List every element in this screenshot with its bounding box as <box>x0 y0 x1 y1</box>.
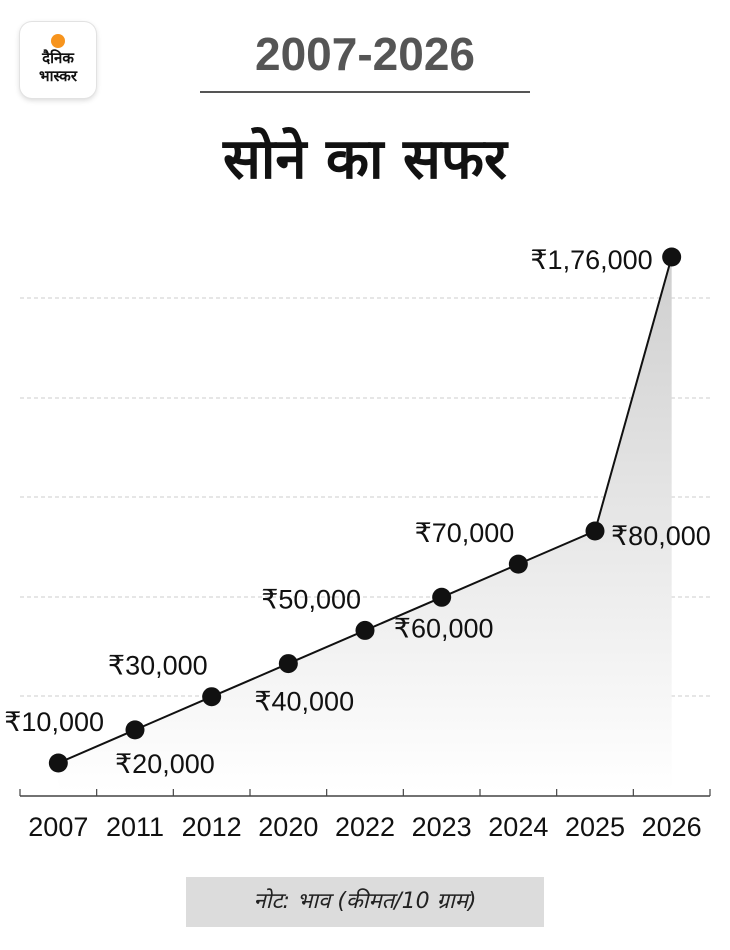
x-tick-label-2025: 2025 <box>565 812 625 842</box>
data-point-2011 <box>125 720 145 740</box>
logo-text-line2: भास्कर <box>39 67 77 85</box>
chart-title: सोने का सफर <box>223 127 507 192</box>
x-tick-label-2020: 2020 <box>258 812 318 842</box>
x-tick-label-2007: 2007 <box>28 812 88 842</box>
data-label-2012: ₹30,000 <box>108 651 208 681</box>
x-tick-labels: 2007 2011 2012 2020 2022 2023 2024 2025 2026 <box>28 812 701 842</box>
data-label-2007: ₹10,000 <box>4 707 104 737</box>
logo-text-line1: दैनिक <box>42 49 74 67</box>
data-point-2012 <box>202 687 222 707</box>
price-note: नोट: भाव (कीमत/10 ग्राम) <box>186 877 544 927</box>
x-tick-label-2024: 2024 <box>488 812 548 842</box>
data-label-2025: ₹80,000 <box>611 521 711 551</box>
data-label-2026: ₹1,76,000 <box>530 245 652 275</box>
data-points <box>48 247 682 773</box>
brand-logo: दैनिक भास्कर <box>20 22 96 98</box>
data-point-2024 <box>508 554 528 574</box>
x-tick-label-2023: 2023 <box>412 812 472 842</box>
data-label-2024: ₹70,000 <box>415 518 515 548</box>
x-tick-label-2012: 2012 <box>182 812 242 842</box>
data-point-2007 <box>48 753 68 773</box>
data-point-2023 <box>432 587 452 607</box>
area-fill-layer <box>58 257 672 792</box>
data-label-2022: ₹50,000 <box>261 584 361 614</box>
data-point-2020 <box>278 654 298 674</box>
data-label-2020: ₹40,000 <box>254 687 354 717</box>
data-point-2025 <box>585 521 605 541</box>
data-point-2022 <box>355 620 375 640</box>
period-heading: 2007-2026 <box>255 28 475 80</box>
x-tick-label-2022: 2022 <box>335 812 395 842</box>
x-axis <box>19 789 711 797</box>
x-tick-label-2026: 2026 <box>642 812 702 842</box>
data-point-2026 <box>662 247 682 267</box>
x-tick-label-2011: 2011 <box>106 812 164 842</box>
logo-sun-icon <box>51 34 65 48</box>
area-fill <box>58 257 672 792</box>
heading-divider <box>200 91 530 93</box>
data-label-2011: ₹20,000 <box>115 749 215 779</box>
data-labels: ₹10,000 ₹20,000 ₹30,000 ₹40,000 ₹50,000 ₹60,0… <box>4 245 711 779</box>
data-label-2023: ₹60,000 <box>394 613 494 643</box>
